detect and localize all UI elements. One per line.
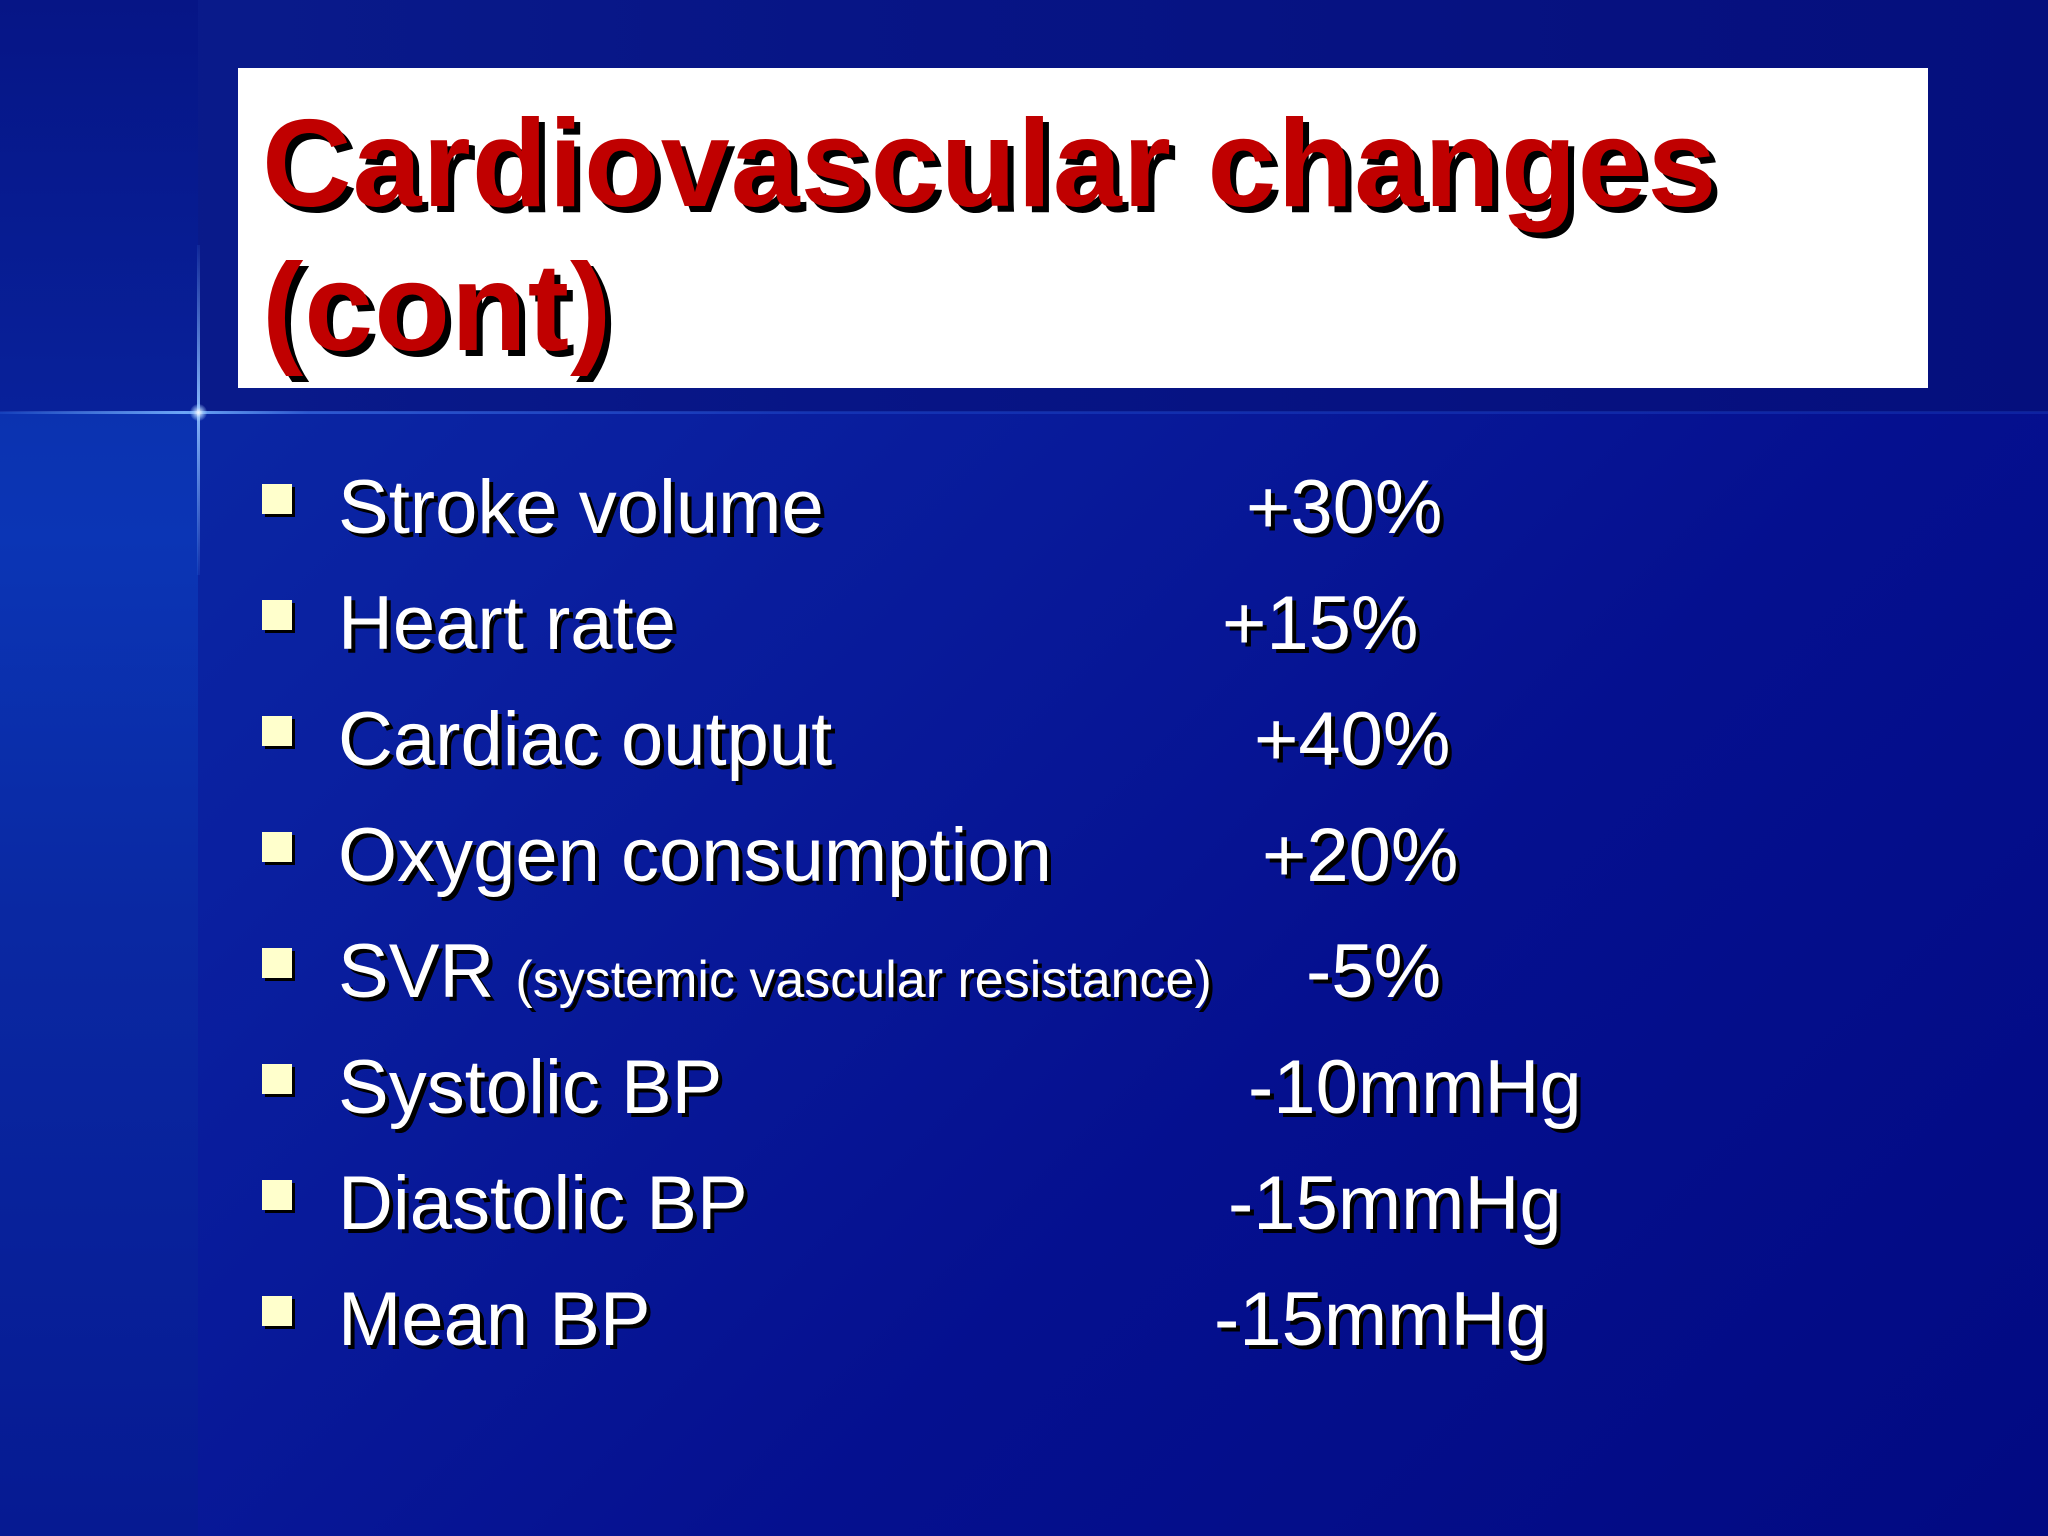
list-item-cardiac-output: Cardiac output +40% (262, 682, 1962, 798)
square-bullet-icon (262, 484, 292, 514)
bullet-label: Stroke volume (338, 465, 824, 550)
list-item-heart-rate: Heart rate +15% (262, 566, 1962, 682)
bullet-label: Mean BP (338, 1277, 651, 1362)
bullet-label: Systolic BP (338, 1045, 723, 1130)
list-item-oxygen-consumption: Oxygen consumption +20% (262, 798, 1962, 914)
horizontal-divider-line (0, 411, 2048, 414)
bullet-value: -10mmHg (1248, 1045, 1582, 1130)
square-bullet-icon (262, 716, 292, 746)
bullet-label: SVR (systemic vascular resistance) (338, 914, 1212, 1038)
square-bullet-icon (262, 1064, 292, 1094)
bullet-value: +40% (1254, 697, 1451, 782)
title-box (238, 68, 1928, 388)
bullet-label: Oxygen consumption (338, 813, 1052, 898)
bullet-value: -5% (1306, 929, 1442, 1014)
bullet-value: +30% (1246, 465, 1443, 550)
bullet-value: -15mmHg (1228, 1161, 1562, 1246)
bullet-value: -15mmHg (1214, 1277, 1548, 1362)
bullet-label-main: SVR (338, 929, 516, 1014)
square-bullet-icon (262, 832, 292, 862)
square-bullet-icon (262, 948, 292, 978)
bullet-value: +15% (1222, 581, 1419, 666)
bullet-list: Stroke volume +30% Heart rate +15% Cardi… (262, 450, 1962, 1378)
list-item-stroke-volume: Stroke volume +30% (262, 450, 1962, 566)
list-item-svr: SVR (systemic vascular resistance) -5% (262, 914, 1962, 1030)
bullet-value: +20% (1262, 813, 1459, 898)
bullet-label-note: (systemic vascular resistance) (515, 951, 1212, 1009)
square-bullet-icon (262, 1296, 292, 1326)
list-item-diastolic-bp: Diastolic BP -15mmHg (262, 1146, 1962, 1262)
square-bullet-icon (262, 600, 292, 630)
bullet-label: Heart rate (338, 581, 676, 666)
slide-title: Cardiovascular changes (cont) (262, 95, 1718, 377)
list-item-systolic-bp: Systolic BP -10mmHg (262, 1030, 1962, 1146)
list-item-mean-bp: Mean BP -15mmHg (262, 1262, 1962, 1378)
top-left-decoration (0, 0, 198, 412)
square-bullet-icon (262, 1180, 292, 1210)
bullet-label: Diastolic BP (338, 1161, 748, 1246)
bullet-label: Cardiac output (338, 697, 833, 782)
sparkle-decoration (190, 404, 207, 421)
